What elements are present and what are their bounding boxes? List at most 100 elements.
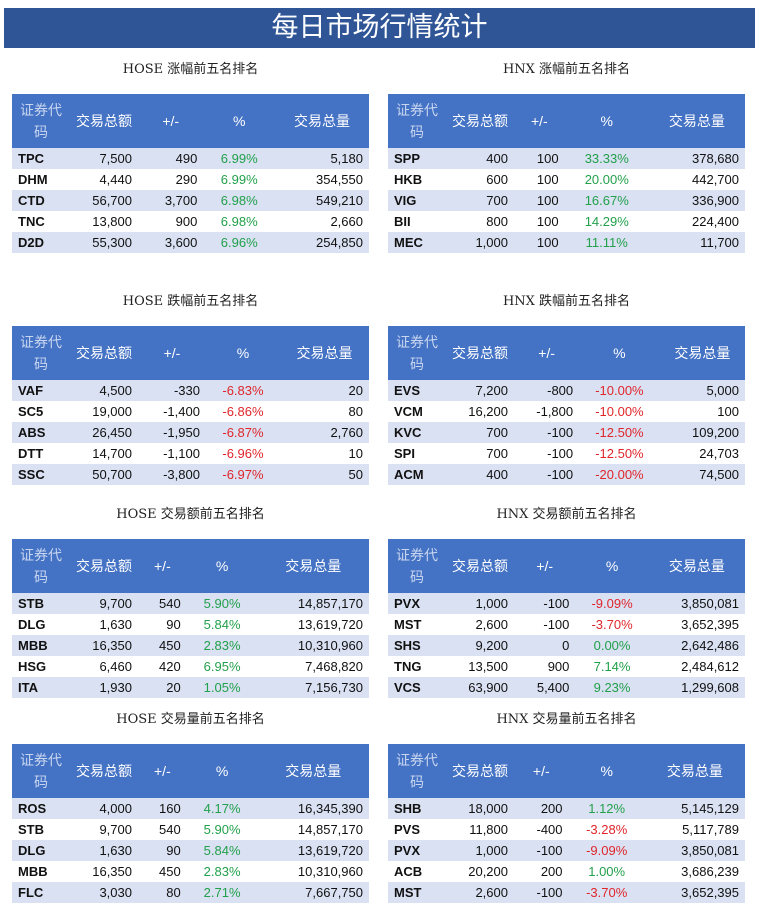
ranking-table: 证券代码 交易总额 +/-% 交易总量 VAF 4,500 -330 -6.83% 20 SC5 1…	[12, 326, 369, 485]
table-cell: -10.00%	[595, 404, 644, 419]
table-cell: 11,700	[648, 232, 745, 253]
table-cell: 5,117,789	[682, 822, 739, 837]
table-cell: KVC	[388, 422, 446, 443]
table-row: KVC 700 -100 -12.50% 109,200	[388, 422, 745, 443]
table-cell: 20	[279, 380, 369, 401]
table-cell: 3,700	[138, 190, 204, 211]
table-cell: 80	[348, 404, 363, 419]
table-cell: 80	[138, 882, 187, 903]
table-cell: 4,000	[70, 798, 138, 819]
column-header: 交易总额	[70, 326, 138, 380]
table-cell: MST	[388, 882, 446, 903]
table-cell: 10	[348, 446, 363, 461]
table-cell: 14,857,170	[297, 822, 363, 837]
table-cell: 336,900	[648, 190, 745, 211]
table-cell: 7,667,750	[257, 882, 369, 903]
table-row: DTT 14,700 -1,100 -6.96% 10	[12, 443, 369, 464]
table-row: HSG 6,460 420 6.95% 7,468,820	[12, 656, 369, 677]
table-cell: DLG	[18, 617, 46, 632]
table-cell: 4.17%	[186, 798, 258, 819]
table-cell: 900	[547, 659, 570, 674]
table-cell: 1,630	[99, 617, 132, 632]
column-header: 证券代码	[388, 94, 446, 148]
table-row: SC5 19,000 -1,400 -6.86% 80	[12, 401, 369, 422]
column-header: 证券代码	[388, 539, 446, 593]
table-cell: 3,686,239	[681, 864, 739, 879]
table-cell: 0	[514, 635, 576, 656]
table-cell: 7,468,820	[305, 659, 363, 674]
table-cell: -3.28%	[586, 822, 628, 837]
table-cell: 13,619,720	[297, 617, 363, 632]
table-cell: 16,350	[92, 864, 132, 879]
table-cell: 20	[138, 677, 187, 698]
table-cell: 2,600	[475, 617, 508, 632]
table-cell: 33.33%	[564, 148, 649, 169]
table-cell: 3,850,081	[648, 593, 745, 614]
table-cell: 5.84%	[186, 840, 258, 861]
table-cell: 16,350	[70, 635, 138, 656]
table-cell: STB	[12, 593, 70, 614]
table-row: SHB 18,000 200 1.12% 5,145,129	[388, 798, 745, 819]
table-cell: 5.90%	[203, 822, 241, 837]
ranking-section: HNX 跌幅前五名排名证券代码 交易总额 +/-% 交易总量 EVS 7,200 -800-…	[388, 292, 745, 485]
table-cell: 3,600	[138, 232, 204, 253]
table-row: TPC 7,500 490 6.99% 5,180	[12, 148, 369, 169]
header-row: 证券代码 交易总额 +/-% 交易总量	[388, 94, 745, 148]
header-row: 证券代码 交易总额 +/-% 交易总量	[388, 326, 745, 380]
table-row: D2D 55,300 3,600 6.96% 254,850	[12, 232, 369, 253]
table-row: CTD 56,700 3,700 6.98% 549,210	[12, 190, 369, 211]
table-row: ACB 20,200 200 1.00% 3,686,239	[388, 861, 745, 882]
table-cell: VCM	[394, 404, 423, 419]
section-title: HNX 涨幅前五名排名	[502, 62, 631, 77]
table-cell: 100	[514, 232, 565, 253]
table-row: EVS 7,200 -800 -10.00% 5,000	[388, 380, 745, 401]
table-cell: 6.99%	[220, 172, 258, 187]
header-row: 证券代码 交易总额 +/-% 交易总量	[12, 744, 369, 798]
table-cell: SHB	[388, 798, 446, 819]
table-cell: 378,680	[648, 148, 745, 169]
table-row: MST 2,600 -100 -3.70% 3,652,395	[388, 882, 745, 903]
table-cell: -1,100	[163, 446, 200, 461]
table-cell: 2.83%	[186, 635, 258, 656]
table-cell: 56,700	[70, 190, 138, 211]
column-header: 证券代码	[12, 326, 70, 380]
table-row: VCM 16,200 -1,800 -10.00% 100	[388, 401, 745, 422]
ranking-section: HNX 交易额前五名排名 证券代码 交易总额 +/-% 交易总量 PVX 1,000 -100…	[388, 505, 745, 698]
table-cell: 1,000	[446, 232, 514, 253]
section-title: HNX 交易额前五名排名	[496, 507, 637, 522]
column-header: %	[575, 539, 649, 593]
table-cell: -6.86%	[222, 404, 264, 419]
table-cell: 1.05%	[186, 677, 258, 698]
table-cell: -100	[514, 593, 576, 614]
table-cell: -1,400	[163, 404, 200, 419]
table-cell: 400	[446, 148, 514, 169]
table-row: VCS 63,900 5,400 9.23% 1,299,608	[388, 677, 745, 698]
table-cell: -9.09%	[568, 840, 645, 861]
table-cell: 50	[279, 464, 369, 485]
table-cell: 74,500	[659, 464, 745, 485]
table-cell: 13,800	[92, 214, 132, 229]
table-cell: 10,310,960	[257, 635, 369, 656]
ranking-table: 证券代码 交易总额 +/-% 交易总量 PVX 1,000 -100 -9.09% 3,850,…	[388, 539, 745, 698]
table-cell: -100	[514, 840, 569, 861]
table-row: SSC 50,700 -3,800 -6.97% 50	[12, 464, 369, 485]
table-cell: 16.67%	[564, 190, 649, 211]
table-cell: -330	[138, 380, 206, 401]
table-cell: 1.00%	[588, 864, 626, 879]
table-cell: 2,760	[279, 422, 369, 443]
column-header: +/-	[138, 94, 204, 148]
table-cell: 160	[138, 798, 187, 819]
table-cell: -3,800	[138, 464, 206, 485]
table-cell: 1,000	[446, 840, 514, 861]
table-cell: 6,460	[99, 659, 132, 674]
table-cell: -12.50%	[579, 422, 660, 443]
column-header: 交易总量	[275, 94, 369, 148]
table-cell: 2,642,486	[648, 635, 745, 656]
table-cell: ITA	[12, 677, 70, 698]
section-title: HNX 跌幅前五名排名	[502, 294, 631, 309]
table-cell: 1,630	[70, 840, 138, 861]
section-title: HNX 交易量前五名排名	[496, 712, 637, 727]
column-header: 证券代码	[12, 744, 70, 798]
table-row: STB 9,700 540 5.90% 14,857,170	[12, 593, 369, 614]
table-cell: -6.83%	[205, 380, 280, 401]
